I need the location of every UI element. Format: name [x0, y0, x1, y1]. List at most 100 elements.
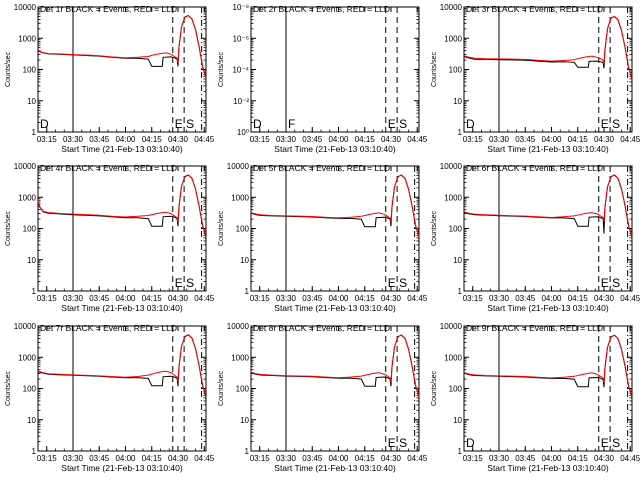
x-axis-label: Start Time (21-Feb-13 03:10:40): [274, 303, 396, 313]
x-tick-label: 04:30: [168, 135, 189, 144]
x-tick-label: 04:30: [594, 294, 615, 303]
y-tick-label: 100: [236, 385, 250, 394]
chart-title: Det 5r BLACK = Events, RED = LLD: [253, 163, 390, 173]
y-tick-label: 1000: [444, 193, 462, 202]
x-tick-label: 04:45: [620, 294, 640, 303]
y-tick-label: 100: [23, 385, 37, 394]
y-axis-label: Counts/sec: [5, 51, 12, 87]
x-tick-label: 04:45: [620, 135, 640, 144]
y-tick-label: 1000: [231, 353, 249, 362]
y-tick-label: 10000: [440, 322, 463, 331]
x-tick-label: 03:15: [463, 135, 484, 144]
time-marker-label: S: [399, 276, 407, 290]
x-tick-label: 04:30: [381, 135, 402, 144]
panel-7: Det 7r BLACK = Events, RED = LLD 1 10 100 10…: [5, 322, 215, 473]
time-marker-label: D: [466, 117, 475, 131]
x-tick-label: 04:30: [594, 454, 615, 463]
y-tick-label: 10: [27, 97, 36, 106]
x-tick-label: 04:45: [620, 454, 640, 463]
y-tick-label: 10000: [14, 322, 37, 331]
panel-5: Det 5r BLACK = Events, RED = LLD 1 10 100 10…: [218, 162, 428, 313]
y-tick-label: 10000: [440, 162, 463, 171]
time-marker-label: S: [612, 276, 620, 290]
y-tick-label: 10000: [440, 3, 463, 12]
y-tick-label: 1: [245, 287, 250, 296]
x-tick-label: 03:30: [63, 454, 84, 463]
x-tick-label: 03:15: [463, 294, 484, 303]
x-tick-label: 04:45: [194, 135, 215, 144]
x-axis-label: Start Time (21-Feb-13 03:10:40): [61, 144, 183, 154]
series-line: [37, 174, 207, 238]
x-tick-label: 03:30: [63, 294, 84, 303]
panel-8: Det 8r BLACK = Events, RED = LLD 1 10 100 10…: [218, 322, 428, 473]
x-tick-label: 04:30: [594, 135, 615, 144]
x-tick-label: 03:45: [302, 454, 323, 463]
x-tick-label: 03:30: [489, 135, 510, 144]
plot-frame: [37, 165, 207, 292]
series-line: [37, 14, 207, 79]
time-marker-label: S: [399, 117, 407, 131]
time-marker-label: E: [175, 117, 183, 131]
x-tick-label: 04:45: [407, 135, 428, 144]
y-tick-label: 10: [240, 416, 249, 425]
y-tick-label: 100: [23, 225, 37, 234]
x-tick-label: 04:00: [328, 454, 349, 463]
x-tick-label: 03:15: [250, 454, 271, 463]
time-marker-label: D: [253, 117, 262, 131]
y-tick-label: 1000: [444, 34, 462, 43]
x-axis-label: Start Time (21-Feb-13 03:10:40): [487, 303, 609, 313]
y-tick-label: 10⁻²: [233, 97, 249, 106]
series-line: [463, 174, 633, 238]
series-line: [250, 174, 420, 238]
x-tick-label: 03:45: [89, 294, 110, 303]
chart-title: Det 3r BLACK = Events, RED = LLD: [466, 4, 603, 14]
time-marker-label: S: [399, 436, 407, 450]
y-tick-label: 10000: [14, 162, 37, 171]
y-tick-label: 1000: [444, 353, 462, 362]
time-marker-label: D: [40, 117, 49, 131]
x-tick-label: 03:45: [89, 135, 110, 144]
chart-title: Det 9r BLACK = Events, RED = LLD: [466, 323, 603, 333]
y-tick-label: 10000: [227, 322, 250, 331]
plot-frame: [250, 325, 420, 452]
series-line: [250, 334, 420, 398]
x-tick-label: 04:30: [381, 294, 402, 303]
chart-title: Det 6r BLACK = Events, RED = LLD: [466, 163, 603, 173]
x-tick-label: 04:00: [115, 454, 136, 463]
y-tick-label: 1: [245, 447, 250, 456]
series-line: [463, 334, 633, 398]
x-tick-label: 03:45: [515, 454, 536, 463]
x-tick-label: 04:30: [168, 454, 189, 463]
y-tick-label: 10000: [14, 3, 37, 12]
x-tick-label: 04:15: [142, 135, 163, 144]
y-tick-label: 10⁻⁸: [233, 3, 250, 12]
x-tick-label: 03:15: [37, 294, 58, 303]
y-tick-label: 1: [32, 447, 37, 456]
y-axis-label: Counts/sec: [431, 370, 438, 406]
x-tick-label: 03:45: [515, 135, 536, 144]
x-tick-label: 04:15: [142, 454, 163, 463]
y-tick-label: 1000: [18, 34, 36, 43]
y-axis-label: Counts/sec: [218, 370, 225, 406]
y-tick-label: 1: [458, 447, 463, 456]
x-tick-label: 04:15: [568, 294, 589, 303]
x-tick-label: 04:45: [407, 294, 428, 303]
x-tick-label: 03:45: [89, 454, 110, 463]
y-tick-label: 10⁻⁶: [233, 34, 249, 43]
panel-9: Det 9r BLACK = Events, RED = LLD 1 10 100 10…: [431, 322, 640, 473]
x-tick-label: 04:00: [115, 294, 136, 303]
x-axis-label: Start Time (21-Feb-13 03:10:40): [487, 144, 609, 154]
time-marker-label: E: [601, 117, 609, 131]
x-axis-label: Start Time (21-Feb-13 03:10:40): [61, 463, 183, 473]
y-tick-label: 100: [23, 66, 37, 75]
y-tick-label: 10: [453, 416, 462, 425]
time-marker-label: D: [466, 436, 475, 450]
plot-frame: [37, 325, 207, 452]
panel-6: Det 6r BLACK = Events, RED = LLD 1 10 100 10…: [431, 162, 640, 313]
x-tick-label: 03:15: [37, 454, 58, 463]
y-tick-label: 1000: [18, 193, 36, 202]
x-tick-label: 04:45: [194, 454, 215, 463]
y-tick-label: 10: [27, 256, 36, 265]
time-marker-label: E: [388, 436, 396, 450]
